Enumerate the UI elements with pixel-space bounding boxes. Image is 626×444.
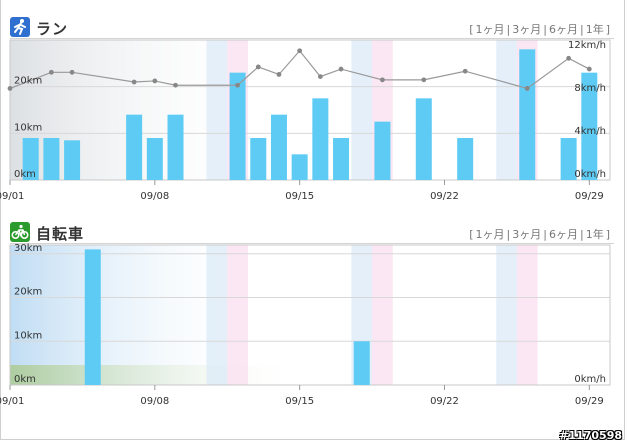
speed-point [235,82,240,88]
distance-bar [229,72,246,180]
x-tick-label: 09/01 [0,191,24,202]
distance-bar [84,249,101,385]
y-left-tick-label: 20km [14,76,42,87]
weekend-band [496,40,517,180]
weekend-band [516,245,538,385]
y-left-tick-label: 10km [14,122,42,133]
bike-range-selector: [1ヶ月 | 3ヶ月 | 6ヶ月 | 1年] [469,228,610,241]
speed-point [297,48,303,54]
speed-point [131,79,137,85]
y-right-tick-label: 4km/h [574,126,606,137]
y-left-tick-label: 30km [14,243,42,254]
run-range-selector: [1ヶ月 | 3ヶ月 | 6ヶ月 | 1年] [469,23,610,36]
y-right-tick-label: 8km/h [574,83,606,94]
bike-range-6m[interactable]: 6ヶ月 [548,228,578,241]
distance-bar [415,98,432,180]
plot-border [9,39,611,181]
plot-border [9,244,611,386]
speed-point [69,69,75,75]
run-header-divider [10,38,614,39]
speed-line [9,49,590,90]
x-tick-label: 09/22 [430,191,459,202]
distance-bar [22,138,39,180]
run-range-1m[interactable]: 1ヶ月 [475,23,505,36]
weekend-band [206,245,228,385]
weekend-band [496,245,517,385]
run-section-header: ラン [1ヶ月 | 3ヶ月 | 6ヶ月 | 1年] [10,17,614,39]
x-tick-label: 09/01 [0,396,24,407]
speed-point [276,72,282,77]
y-left-tick-label: 20km [14,287,42,298]
speed-point [566,55,572,61]
bike-range-3m[interactable]: 3ヶ月 [512,228,542,241]
speed-point [524,86,530,91]
x-tick-label: 09/15 [285,396,314,407]
weekend-band [351,40,373,180]
speed-point [317,74,323,80]
y-right-tick-label: 0km/h [574,169,606,180]
weekend-band [206,40,228,180]
distance-bar [333,138,350,180]
x-tick-label: 09/08 [140,396,169,407]
x-tick-label: 09/29 [575,191,604,202]
y-left-tick-label: 10km [14,330,42,341]
bike-header-divider [10,243,614,244]
x-tick-label: 09/15 [285,191,314,202]
y-left-tick-label: 0km [14,169,36,180]
distance-bar [64,140,81,180]
distance-bar [146,138,163,180]
distance-bar [374,121,391,180]
speed-point [421,77,427,83]
distance-bar [560,138,577,180]
bicycle-icon [10,222,30,242]
bike-range-1y[interactable]: 1年 [585,228,604,241]
speed-point [338,66,344,72]
distance-bar [353,341,370,385]
distance-bar [519,49,536,181]
bike-range-1m[interactable]: 1ヶ月 [475,228,505,241]
x-tick-label: 09/22 [430,396,459,407]
run-range-1y[interactable]: 1年 [585,23,604,36]
speed-point [7,86,13,91]
y-right-tick-label: 12km/h [568,40,606,51]
bike-chart: 0km 10km 20km 30km 0km/h 09/01 09/08 09/15 09/22… [0,243,611,407]
speed-point [462,68,468,74]
chart-background-grass [10,365,310,385]
distance-bar [250,138,267,180]
watermark-id: #1170598 [559,429,622,442]
speed-point [255,64,261,70]
y-left-tick-label: 0km [14,374,36,385]
speed-point [173,82,178,88]
run-chart: 0km 10km 20km 0km/h 4km/h 8km/h 12km/h 09/01 09/… [0,39,611,202]
distance-bar [291,154,308,180]
distance-bar [312,98,329,180]
speed-point [380,77,385,83]
bike-section-header: 自転車 [1ヶ月 | 3ヶ月 | 6ヶ月 | 1年] [10,222,614,244]
distance-bar [126,114,143,180]
running-person-icon [10,17,30,37]
speed-point [152,78,158,84]
weekend-band [227,245,248,385]
weekend-band [372,245,393,385]
run-range-3m[interactable]: 3ヶ月 [512,23,542,36]
bike-section-title: 自転車 [36,225,85,243]
x-tick-label: 09/08 [140,191,169,202]
speed-point [48,69,54,75]
x-tick-label: 09/29 [575,396,604,407]
distance-bar [270,114,287,180]
run-range-6m[interactable]: 6ヶ月 [548,23,578,36]
distance-bar [457,138,474,180]
distance-bar [581,72,598,180]
run-section-title: ラン [36,20,69,38]
distance-bar [167,114,184,180]
distance-bar [43,138,60,180]
y-right-tick-label: 0km/h [574,374,606,385]
speed-point [586,66,592,72]
